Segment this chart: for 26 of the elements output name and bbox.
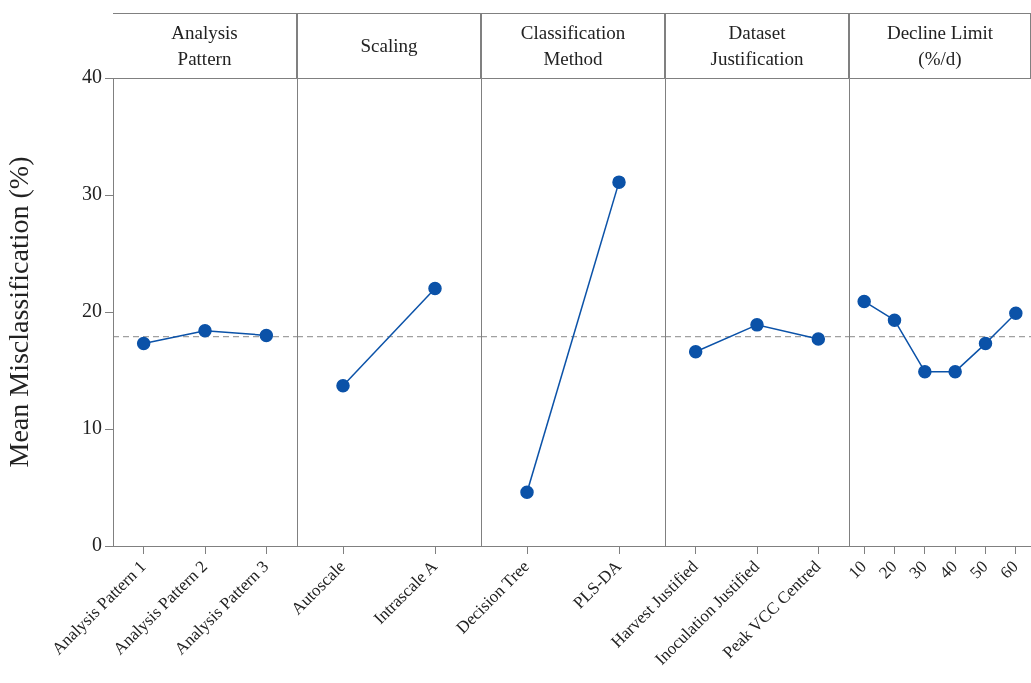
point (857, 294, 871, 309)
point (198, 323, 212, 338)
x-tick-label: 10 (844, 556, 871, 583)
point (1009, 306, 1023, 320)
y-tick-label: 0 (92, 533, 102, 556)
y-tick-label: 40 (82, 65, 102, 88)
point (918, 364, 932, 379)
point (978, 336, 993, 351)
y-tick-label: 10 (82, 416, 102, 439)
y-axis-title: Mean Misclassification (%) (3, 156, 35, 468)
point (887, 313, 902, 327)
panel-header: Dataset Justification (665, 13, 849, 78)
y-tick-label: 20 (82, 299, 102, 322)
x-tick-label: 20 (875, 556, 901, 583)
panel-header: Scaling (297, 13, 481, 78)
x-tick-label: 40 (935, 556, 962, 583)
panel-header: Decline Limit (%/d) (849, 13, 1031, 78)
x-tick-label: 60 (996, 556, 1022, 583)
point (136, 336, 151, 351)
x-tick-label: 50 (966, 556, 992, 583)
point (948, 364, 962, 379)
point (259, 328, 274, 343)
panel-header: Classification Method (481, 13, 665, 78)
panel-header: Analysis Pattern (113, 13, 297, 78)
x-tick-label: 30 (905, 556, 931, 583)
y-tick-label: 30 (82, 182, 102, 205)
